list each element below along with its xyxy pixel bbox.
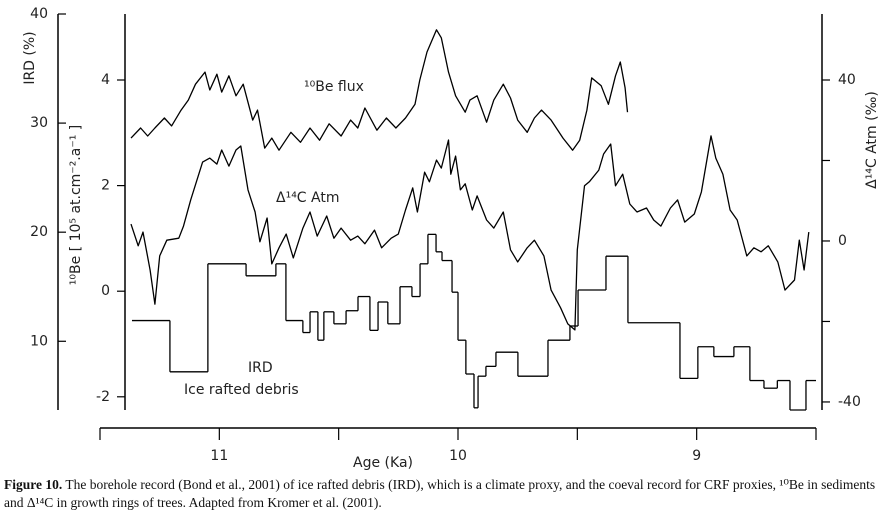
y-tick-label: 30 bbox=[30, 115, 48, 131]
ird-axis-label: IRD (%) bbox=[22, 31, 38, 84]
y-tick-label: 10 bbox=[30, 333, 48, 349]
y-tick-label: 40 bbox=[838, 72, 856, 88]
series-label: Δ¹⁴C Atm bbox=[276, 190, 340, 206]
series-line bbox=[130, 29, 629, 151]
y-tick-label: 4 bbox=[101, 72, 110, 88]
x-tick-label: 9 bbox=[692, 448, 701, 464]
series-line bbox=[130, 135, 810, 331]
annotation: Ice rafted debris bbox=[184, 382, 299, 398]
series-label: IRD bbox=[248, 360, 273, 376]
y-tick-label: -40 bbox=[838, 394, 861, 410]
x-tick-label: 11 bbox=[210, 448, 228, 464]
be-axis-label: ¹⁰Be [ 10⁵ at.cm⁻².a⁻¹ ] bbox=[68, 125, 84, 285]
y-tick-label: -2 bbox=[96, 389, 110, 405]
caption: Figure 10. The borehole record (Bond et … bbox=[0, 476, 884, 512]
x-tick-label: 10 bbox=[449, 448, 467, 464]
series-label: ¹⁰Be flux bbox=[304, 79, 364, 95]
caption-label: Figure 10. bbox=[4, 477, 63, 492]
y-tick-label: 0 bbox=[101, 283, 110, 299]
y-tick-label: 20 bbox=[30, 224, 48, 240]
caption-text: The borehole record (Bond et al., 2001) … bbox=[4, 477, 876, 510]
y-tick-label: 2 bbox=[101, 178, 110, 194]
x-axis-label: Age (Ka) bbox=[353, 455, 413, 471]
chart: IRD (%) ¹⁰Be [ 10⁵ at.cm⁻².a⁻¹ ] Δ¹⁴C At… bbox=[22, 6, 880, 471]
y-tick-label: 0 bbox=[838, 233, 847, 249]
y-tick-label: 40 bbox=[30, 6, 48, 22]
c14-axis-label: Δ¹⁴C Atm (‰) bbox=[864, 91, 880, 189]
